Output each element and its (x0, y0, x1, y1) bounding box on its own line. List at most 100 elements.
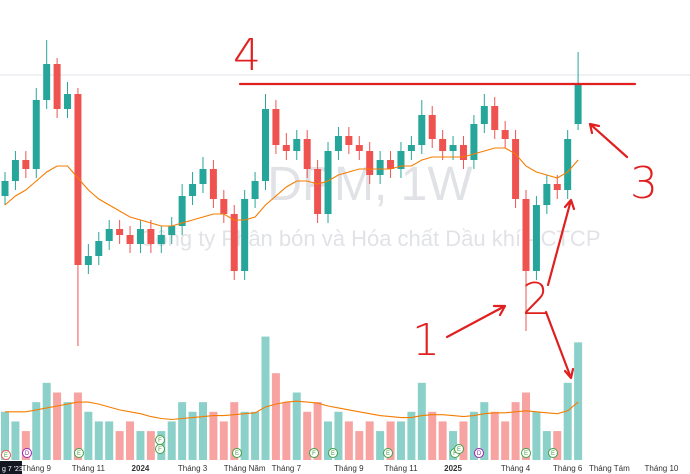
volume-bar (459, 421, 468, 460)
event-badge: E (454, 444, 464, 454)
axis-cursor (0, 461, 22, 474)
candle-body (74, 94, 82, 265)
candle-body (126, 235, 134, 244)
volume-bar (198, 402, 207, 460)
volume-bar (240, 411, 249, 460)
volume-bar (407, 411, 416, 460)
candle-body (168, 226, 176, 235)
volume-bar (167, 421, 176, 460)
volume-bar (94, 421, 103, 460)
volume-bar (449, 431, 458, 460)
candle-body (178, 196, 186, 226)
candle-body (189, 184, 197, 196)
volume-bar (11, 421, 20, 460)
volume-bar (136, 431, 145, 460)
volume-bar (292, 392, 301, 460)
candle-body (439, 139, 447, 151)
candle-body (366, 151, 374, 175)
candle-body (11, 160, 19, 181)
candle-body (1, 181, 9, 196)
candle-body (136, 229, 144, 244)
x-tick-label: Tháng 7 (272, 464, 302, 473)
candle-body (251, 181, 259, 199)
volume-bar (63, 402, 72, 460)
event-circle (22, 448, 32, 458)
event-circle (548, 448, 558, 458)
volume-bar (542, 431, 551, 460)
candle-body (449, 145, 457, 151)
x-tick-label: 2025 (444, 464, 462, 473)
volume-bar (553, 431, 562, 460)
event-circle (474, 448, 484, 458)
moving-average (4, 147, 579, 227)
candle-body (470, 124, 478, 160)
candle-body (293, 139, 301, 151)
volume-bar (251, 411, 260, 460)
annotation: 1 (412, 315, 440, 366)
event-badge: E (328, 448, 338, 458)
volume-bar (501, 421, 510, 460)
volume-bar (209, 411, 218, 460)
candle-body (501, 130, 509, 139)
event-badge: D (474, 448, 484, 458)
candle-body (407, 145, 415, 151)
volume-bar (188, 411, 197, 460)
volume-bar (324, 421, 333, 460)
candle-body (512, 139, 520, 199)
event-label: E (386, 451, 390, 457)
volume-bar (146, 431, 155, 460)
volume-bar (574, 342, 583, 460)
volume-bar (355, 431, 364, 460)
volume-bar (219, 421, 228, 460)
candle-body (553, 184, 561, 190)
candle-body (564, 139, 572, 190)
x-tick-label: Tháng 11 (384, 464, 418, 473)
candle-body (32, 100, 40, 169)
candle-body (157, 235, 165, 244)
candle-body (522, 199, 530, 271)
candle-body (64, 94, 72, 109)
candle-body (95, 241, 103, 256)
event-label: F (158, 438, 162, 444)
arrow (546, 198, 576, 287)
candle-body (314, 169, 322, 214)
time-axis (0, 460, 690, 474)
event-label: F (312, 451, 316, 457)
volume-bar (386, 421, 395, 460)
event-badge: E (521, 448, 531, 458)
candle-body (199, 169, 207, 184)
x-tick-label: Tháng 11 (72, 464, 106, 473)
arrow (445, 304, 507, 339)
candle-body (282, 145, 290, 151)
volume-bar (469, 411, 478, 460)
candle-body (491, 106, 499, 130)
volume-bar (230, 402, 239, 460)
volume-bar (313, 402, 322, 460)
candle-body (209, 169, 217, 199)
event-circle (328, 448, 338, 458)
volume-bar (303, 411, 312, 460)
volume-bar (105, 421, 114, 460)
event-label: E (4, 453, 8, 459)
event-circle (74, 448, 84, 458)
event-label: E (77, 451, 81, 457)
candle-body (230, 214, 238, 271)
event-circle (454, 444, 464, 454)
event-badge: F (155, 444, 165, 454)
event-label: E (331, 451, 335, 457)
event-circle (383, 448, 393, 458)
candle-body (376, 160, 384, 175)
arrow (588, 122, 629, 159)
x-tick-label: g 7 '23 (2, 466, 23, 473)
volume-bar (532, 411, 541, 460)
event-badge: E (232, 448, 242, 458)
event-badge: F (309, 448, 319, 458)
event-circle (232, 448, 242, 458)
event-label: E (524, 451, 528, 457)
volume-bar (1, 411, 9, 460)
event-badge: E (548, 448, 558, 458)
volume-bar (480, 402, 489, 460)
volume-bar (334, 411, 343, 460)
